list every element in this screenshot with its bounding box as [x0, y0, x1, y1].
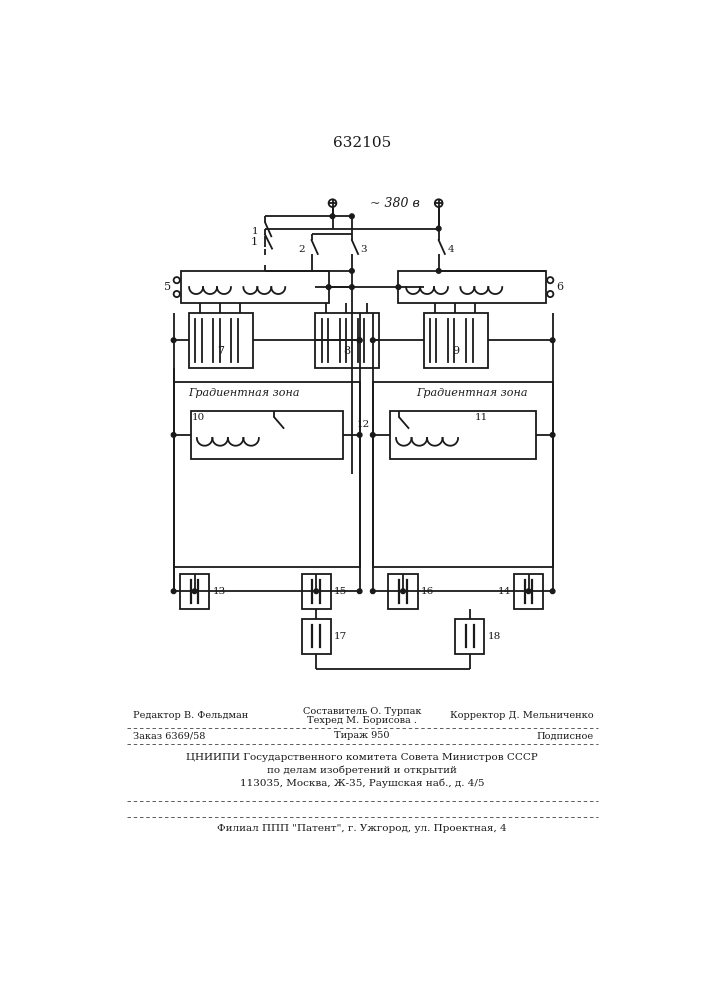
Text: 13: 13 — [212, 587, 226, 596]
Circle shape — [370, 338, 375, 343]
Text: Градиентная зона: Градиентная зона — [416, 388, 527, 398]
Circle shape — [357, 433, 362, 437]
Circle shape — [436, 269, 441, 273]
Text: 113035, Москва, Ж-35, Раушская наб., д. 4/5: 113035, Москва, Ж-35, Раушская наб., д. … — [240, 779, 484, 788]
Text: Техред М. Борисова .: Техред М. Борисова . — [307, 716, 417, 725]
Text: Редактор В. Фельдман: Редактор В. Фельдман — [134, 711, 249, 720]
Text: 9: 9 — [452, 346, 460, 356]
Circle shape — [370, 433, 375, 437]
Circle shape — [357, 589, 362, 594]
Text: 16: 16 — [421, 587, 434, 596]
Text: 15: 15 — [334, 587, 347, 596]
Circle shape — [370, 589, 375, 594]
Text: 632105: 632105 — [333, 136, 391, 150]
Circle shape — [171, 589, 176, 594]
Circle shape — [357, 338, 362, 343]
Circle shape — [401, 589, 405, 594]
Circle shape — [314, 589, 319, 594]
Text: ЦНИИПИ Государственного комитета Совета Министров СССР: ЦНИИПИ Государственного комитета Совета … — [186, 753, 538, 762]
Text: 3: 3 — [361, 245, 367, 254]
Bar — [424, 312, 488, 368]
Bar — [514, 574, 543, 609]
Circle shape — [550, 433, 555, 437]
Text: ~ 380 в: ~ 380 в — [370, 197, 419, 210]
Circle shape — [171, 338, 176, 343]
Circle shape — [349, 269, 354, 273]
Bar — [191, 411, 343, 459]
Circle shape — [349, 285, 354, 289]
Text: Заказ 6369/58: Заказ 6369/58 — [134, 732, 206, 740]
Text: 14: 14 — [498, 587, 510, 596]
Circle shape — [349, 214, 354, 219]
Circle shape — [330, 214, 335, 219]
Circle shape — [192, 589, 197, 594]
Text: 8: 8 — [344, 346, 351, 356]
Text: 18: 18 — [488, 632, 501, 641]
Text: 10: 10 — [192, 413, 206, 422]
Bar — [388, 574, 418, 609]
Text: по делам изобретений и открытий: по делам изобретений и открытий — [267, 766, 457, 775]
Bar — [301, 619, 331, 654]
Text: 1: 1 — [251, 237, 258, 247]
Text: 5: 5 — [164, 282, 171, 292]
Bar — [315, 312, 379, 368]
Circle shape — [357, 338, 362, 343]
Bar — [398, 271, 546, 303]
Circle shape — [550, 338, 555, 343]
Bar — [390, 411, 535, 459]
Bar — [189, 312, 252, 368]
Circle shape — [436, 226, 441, 231]
Bar — [301, 574, 331, 609]
Text: Составитель О. Турпак: Составитель О. Турпак — [303, 707, 421, 716]
Text: 6: 6 — [556, 282, 563, 292]
Bar — [455, 619, 484, 654]
Text: 2: 2 — [298, 245, 305, 254]
Bar — [182, 271, 329, 303]
Text: 1: 1 — [252, 227, 258, 236]
Bar — [180, 574, 209, 609]
Text: Корректор Д. Мельниченко: Корректор Д. Мельниченко — [450, 711, 594, 720]
Bar — [373, 382, 553, 567]
Text: Тираж 950: Тираж 950 — [334, 732, 390, 740]
Circle shape — [550, 589, 555, 594]
Bar — [174, 382, 360, 567]
Text: 12: 12 — [357, 420, 370, 429]
Circle shape — [526, 589, 531, 594]
Text: 17: 17 — [334, 632, 347, 641]
Text: 11: 11 — [474, 413, 488, 422]
Circle shape — [171, 433, 176, 437]
Text: Подписное: Подписное — [537, 732, 594, 740]
Text: Филиал ППП "Патент", г. Ужгород, ул. Проектная, 4: Филиал ППП "Патент", г. Ужгород, ул. Про… — [217, 824, 507, 833]
Text: Градиентная зона: Градиентная зона — [189, 388, 300, 398]
Circle shape — [327, 285, 331, 289]
Text: 7: 7 — [217, 346, 224, 356]
Text: 4: 4 — [448, 245, 454, 254]
Circle shape — [396, 285, 401, 289]
